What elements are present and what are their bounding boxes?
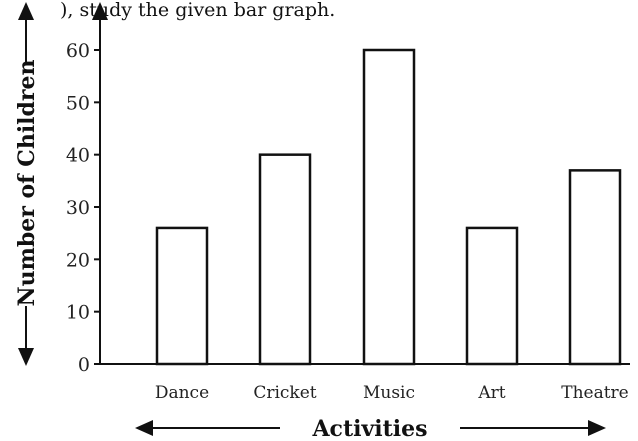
y-tick-label: 60 [66, 40, 90, 62]
x-axis-title: Activities [311, 416, 427, 441]
y-tick-label: 10 [66, 302, 90, 324]
header-fragment: ), study the given bar graph. [60, 0, 335, 21]
bar-theatre [568, 169, 622, 366]
x-tick-label-theatre: Theatre [561, 383, 629, 403]
y-tick-label: 0 [78, 354, 90, 376]
y-tick-label: 40 [66, 145, 90, 167]
x-tick-labels: Dance Cricket Music Art Theatre [155, 383, 629, 403]
bar-dance [155, 226, 209, 366]
y-ticks: 0 10 20 30 40 50 60 [66, 40, 100, 376]
bar-music [362, 48, 416, 366]
y-tick-label: 30 [66, 197, 90, 219]
bar-art [465, 226, 519, 366]
y-axis-title-group: Number of Children [14, 2, 40, 366]
x-axis-title-group: Activities [135, 416, 606, 441]
y-tick-label: 20 [66, 249, 90, 271]
x-tick-label-cricket: Cricket [253, 383, 316, 403]
y-axis-title: Number of Children [14, 60, 40, 307]
x-tick-label-art: Art [477, 383, 505, 403]
y-tick-label: 50 [66, 92, 90, 114]
bar-cricket [258, 153, 312, 366]
bars [155, 48, 622, 366]
x-tick-label-dance: Dance [155, 383, 209, 403]
x-tick-label-music: Music [363, 383, 415, 403]
